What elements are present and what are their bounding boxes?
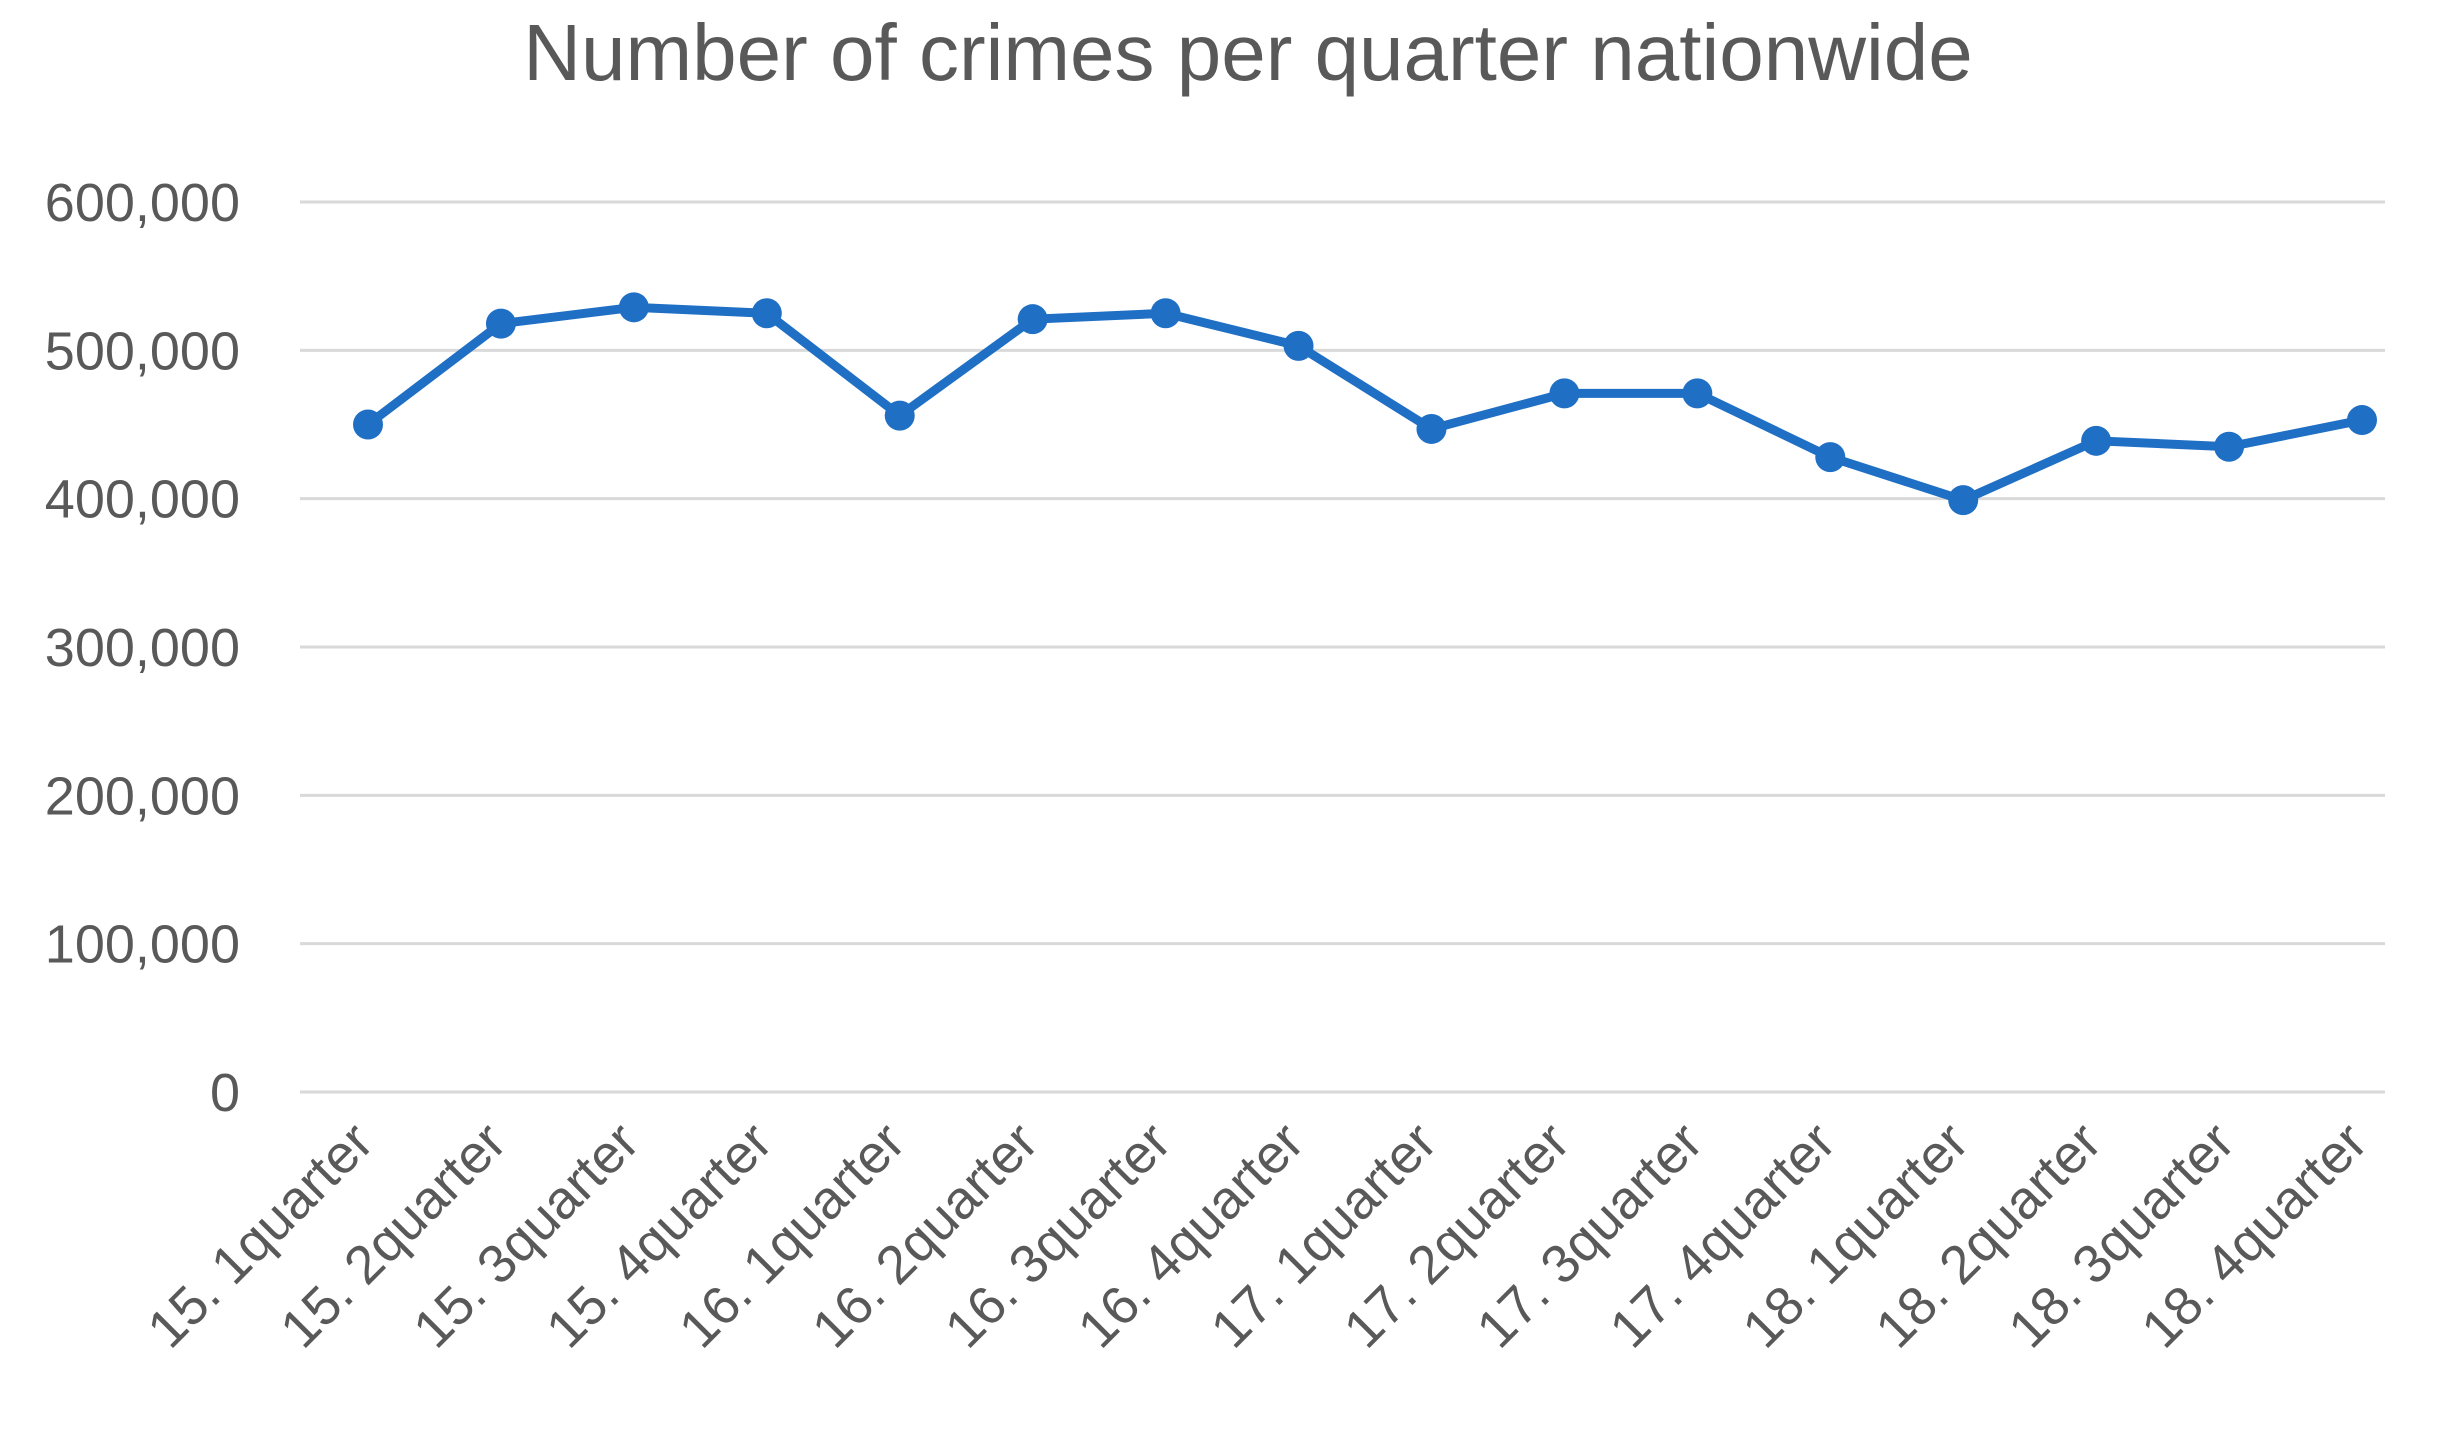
data-point <box>485 308 516 339</box>
y-tick-label: 600,000 <box>45 173 240 233</box>
series-layer <box>353 292 2377 516</box>
data-point <box>353 409 383 440</box>
data-point <box>751 298 782 329</box>
chart-title: Number of crimes per quarter nationwide <box>523 8 1973 97</box>
y-tick-label: 500,000 <box>45 321 240 381</box>
y-tick-label: 300,000 <box>45 618 240 678</box>
data-point <box>2214 431 2245 462</box>
data-point <box>1150 298 1181 329</box>
data-point <box>884 400 915 431</box>
data-point <box>2347 405 2377 436</box>
data-point <box>618 292 649 323</box>
data-point <box>1948 485 1979 516</box>
data-point <box>1682 378 1713 409</box>
y-tick-label: 400,000 <box>45 470 240 530</box>
data-point <box>2081 425 2112 456</box>
y-tick-label: 100,000 <box>45 915 240 975</box>
y-tick-label: 0 <box>210 1063 240 1123</box>
data-point <box>1416 413 1447 444</box>
gridlines <box>300 200 2385 1094</box>
series-line <box>363 302 2367 505</box>
data-point <box>1017 304 1048 335</box>
y-tick-label: 200,000 <box>45 766 240 826</box>
data-point <box>1283 330 1314 361</box>
data-point <box>1815 442 1846 473</box>
y-axis-tick-labels: 0 100,000 200,000 300,000 400,000 500,000 600,… <box>45 173 240 1123</box>
data-point <box>1549 378 1580 409</box>
